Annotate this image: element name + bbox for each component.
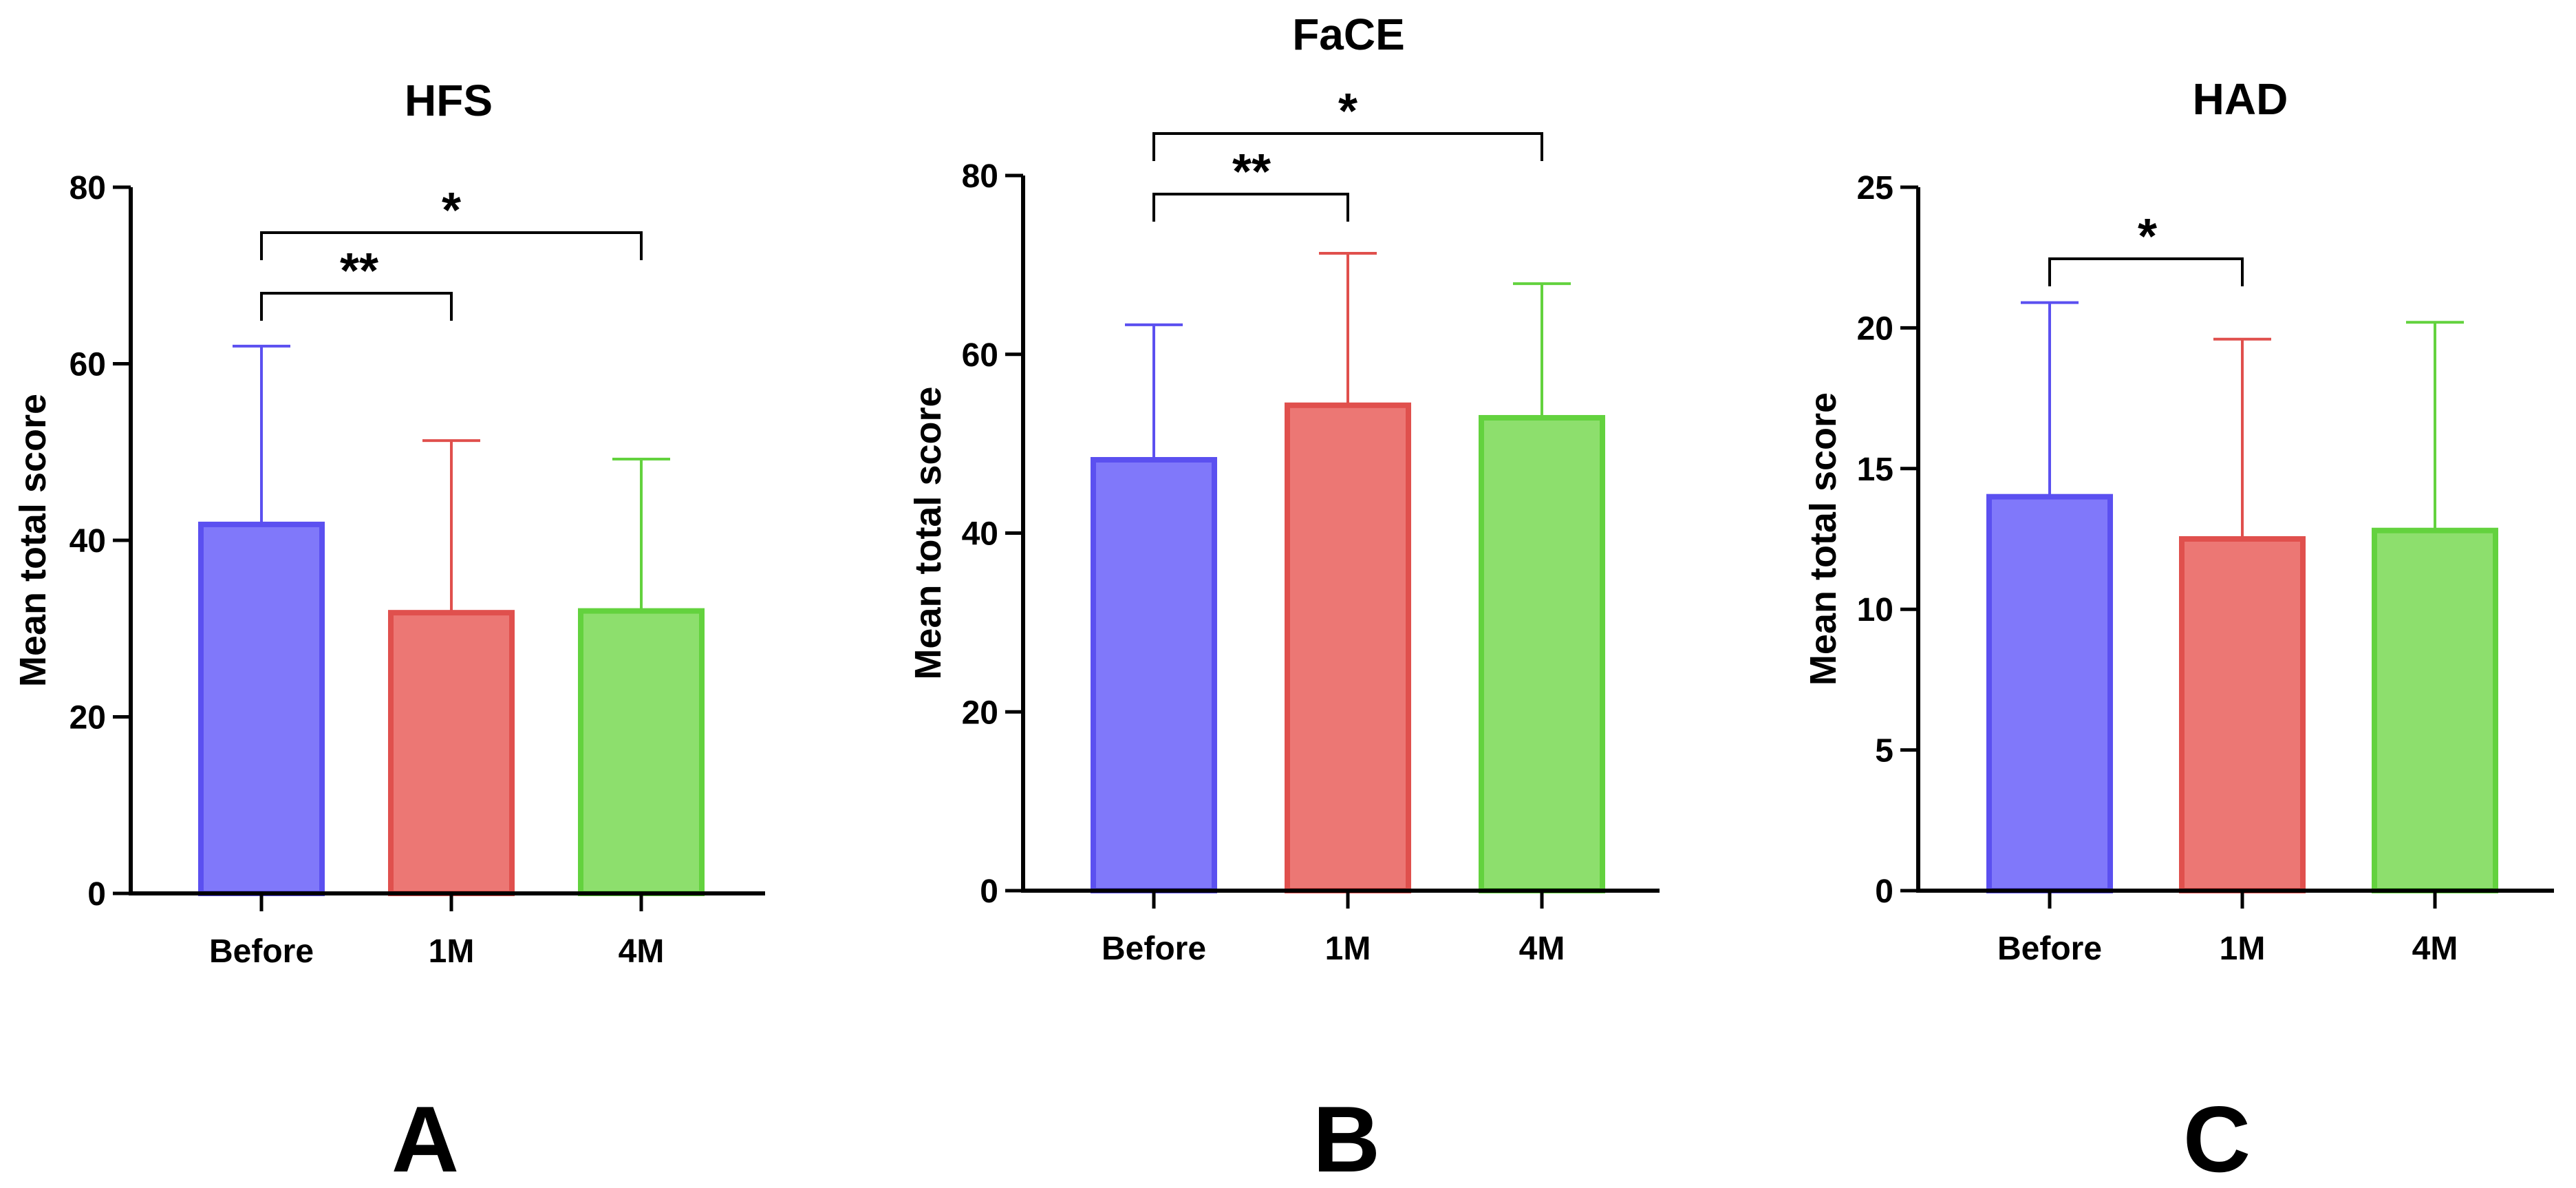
bar bbox=[388, 610, 515, 896]
significance-bracket bbox=[1152, 132, 1543, 161]
significance-bracket bbox=[2048, 257, 2244, 286]
significance-label: * bbox=[2138, 209, 2157, 264]
chart-panel-c: HAD Mean total score 0 5 10 15 20 25 Before 1M 4M *… bbox=[1803, 74, 2554, 1188]
y-tick-label: 10 bbox=[1857, 592, 1893, 628]
y-tick-label: 20 bbox=[69, 700, 106, 736]
panel-letter: C bbox=[2183, 1087, 2251, 1185]
bar bbox=[1986, 494, 2113, 893]
y-tick-label: 20 bbox=[1857, 310, 1893, 347]
y-tick-label: 25 bbox=[1857, 170, 1893, 206]
y-tick-label: 0 bbox=[87, 876, 106, 913]
y-tick-label: 40 bbox=[962, 516, 998, 553]
y-tick-label: 80 bbox=[962, 158, 998, 195]
y-tick-label: 20 bbox=[962, 694, 998, 731]
bar bbox=[578, 608, 705, 896]
y-tick-label: 80 bbox=[69, 170, 106, 206]
bar bbox=[198, 521, 325, 896]
x-tick-label: 1M bbox=[1325, 931, 1371, 967]
x-tick-label: Before bbox=[209, 933, 314, 970]
x-tick-label: 1M bbox=[429, 933, 475, 970]
panel-letter: B bbox=[1313, 1087, 1380, 1185]
bar bbox=[2372, 527, 2498, 893]
significance-label: * bbox=[1338, 84, 1357, 139]
bar bbox=[1091, 457, 1217, 893]
chart-panel-b: FaCE Mean total score 0 20 40 60 80 Before 1M 4M *… bbox=[908, 10, 1660, 1188]
panel-letter: A bbox=[391, 1087, 459, 1185]
y-tick-label: 60 bbox=[69, 347, 106, 383]
chart-title: HAD bbox=[2193, 74, 2288, 124]
x-tick-label: 4M bbox=[2412, 931, 2458, 967]
y-axis-label: Mean total score bbox=[1803, 392, 1844, 686]
x-tick-label: Before bbox=[1102, 931, 1206, 967]
y-tick-label: 15 bbox=[1857, 452, 1893, 488]
x-tick-label: 4M bbox=[1519, 931, 1565, 967]
significance-bracket bbox=[1152, 193, 1349, 222]
y-axis-label: Mean total score bbox=[908, 386, 949, 679]
y-tick-label: 5 bbox=[1875, 733, 1893, 770]
bar bbox=[1479, 414, 1605, 893]
x-tick-label: 4M bbox=[619, 933, 665, 970]
bar bbox=[2179, 536, 2306, 893]
y-tick-label: 0 bbox=[1875, 873, 1893, 910]
significance-bracket bbox=[260, 231, 643, 260]
chart-title: FaCE bbox=[1292, 10, 1405, 59]
significance-label: ** bbox=[1232, 145, 1271, 200]
x-tick-label: Before bbox=[1997, 931, 2102, 967]
y-axis-label: Mean total score bbox=[12, 394, 54, 687]
x-tick-label: 1M bbox=[2220, 931, 2266, 967]
y-tick-label: 40 bbox=[69, 523, 106, 560]
significance-label: ** bbox=[340, 244, 378, 299]
chart-title: HFS bbox=[405, 76, 493, 125]
y-tick-label: 60 bbox=[962, 337, 998, 374]
significance-label: * bbox=[442, 183, 461, 238]
bar bbox=[1285, 402, 1411, 893]
y-tick-label: 0 bbox=[980, 873, 998, 910]
significance-bracket bbox=[260, 292, 453, 321]
